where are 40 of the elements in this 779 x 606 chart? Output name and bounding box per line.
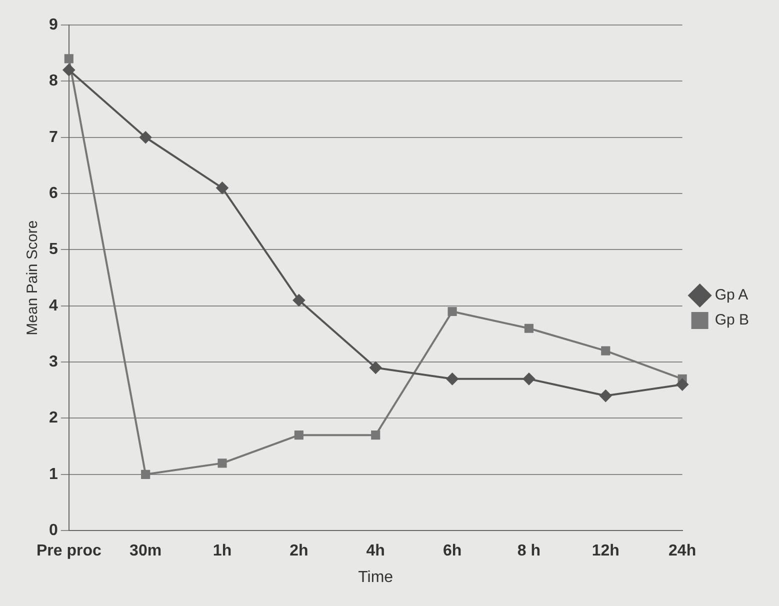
y-axis-title: Mean Pain Score xyxy=(24,220,42,336)
y-tick-label: 7 xyxy=(48,128,58,146)
point xyxy=(141,470,150,479)
point xyxy=(600,390,612,402)
point xyxy=(448,306,457,316)
x-tick-label: 24h xyxy=(668,542,696,560)
x-tick-label: 1h xyxy=(212,542,232,560)
legend-label: Gp A xyxy=(714,286,748,304)
point xyxy=(294,430,304,440)
x-tick-label: 8 h xyxy=(517,542,541,560)
x-tick-label: 2h xyxy=(290,542,308,560)
x-axis-title: Time xyxy=(358,568,394,586)
point xyxy=(601,346,610,356)
y-tick-label: 0 xyxy=(48,522,58,540)
point xyxy=(62,64,75,76)
y-tick-label: 3 xyxy=(48,353,58,370)
y-tick-label: 9 xyxy=(48,16,58,34)
point xyxy=(218,458,227,468)
y-tick-label: 5 xyxy=(48,241,58,258)
point xyxy=(140,131,152,144)
x-tick-label: 4h xyxy=(366,542,385,560)
x-tick-label: 6h xyxy=(442,542,462,560)
point xyxy=(676,378,688,391)
x-tick-label: Pre proc xyxy=(36,542,102,560)
y-tick-label: 2 xyxy=(48,410,58,427)
point xyxy=(522,372,535,385)
point xyxy=(64,54,74,64)
y-tick-label: 6 xyxy=(48,184,58,202)
x-tick-label: 30m xyxy=(130,542,162,560)
legend-label: Gp B xyxy=(714,312,750,329)
point xyxy=(371,430,380,440)
point xyxy=(292,294,305,306)
point xyxy=(216,182,228,194)
point xyxy=(524,324,534,333)
x-tick-label: 12h xyxy=(592,542,620,560)
y-tick-label: 4 xyxy=(48,297,58,314)
point xyxy=(370,362,382,374)
point xyxy=(446,372,458,385)
y-tick-label: 8 xyxy=(48,72,58,90)
y-tick-label: 1 xyxy=(48,466,58,483)
